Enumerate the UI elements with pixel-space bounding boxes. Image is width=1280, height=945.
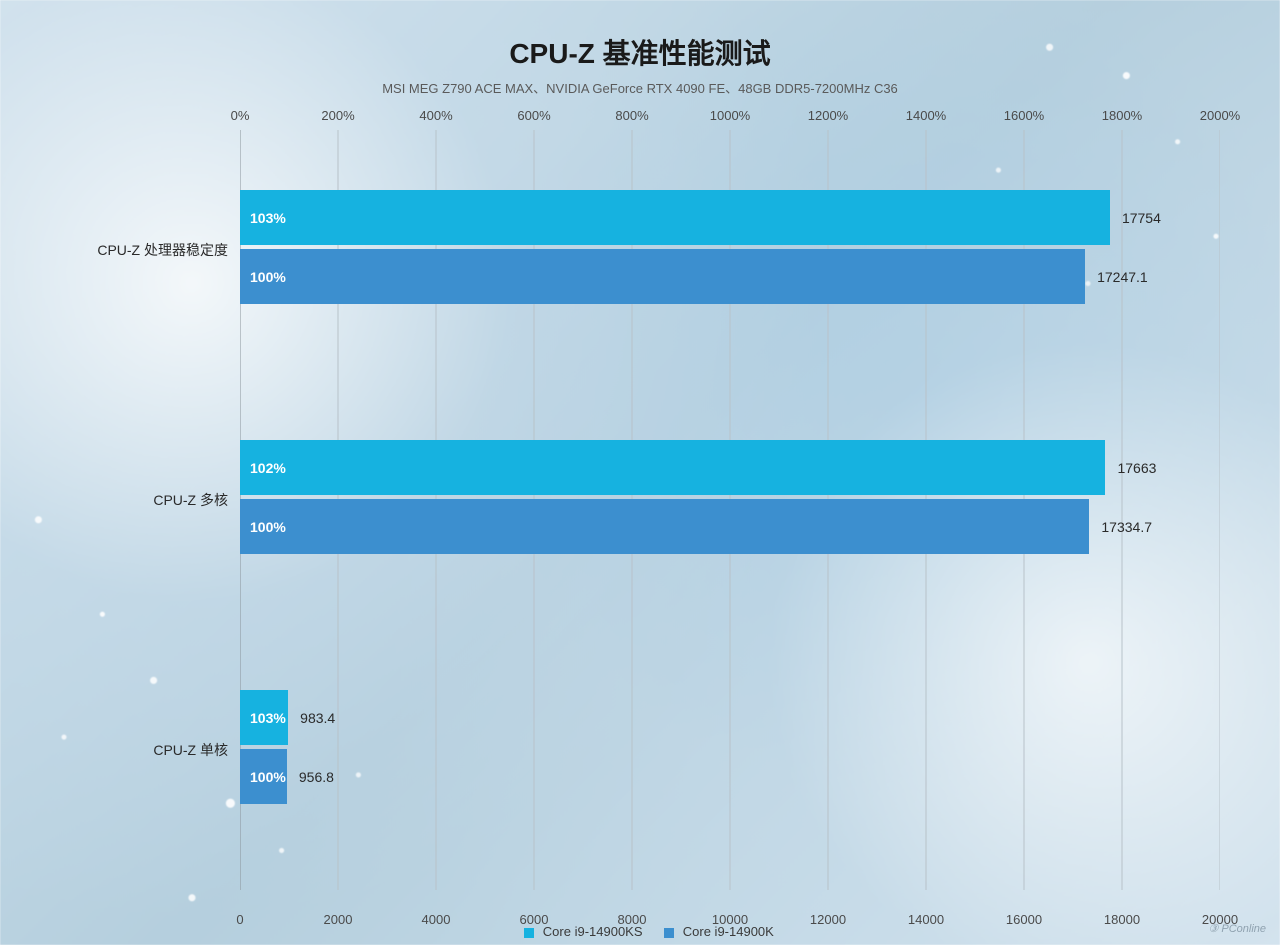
bar-percent-label: 100% — [250, 269, 286, 285]
bar-row: 100%17247.1 — [240, 249, 1085, 304]
legend-swatch-0 — [524, 928, 534, 938]
bar-value-label: 956.8 — [299, 769, 334, 785]
category-group: CPU-Z 单核103%983.4100%956.8 — [240, 690, 1220, 810]
category-label: CPU-Z 多核 — [153, 490, 228, 510]
bar-row: 102%17663 — [240, 440, 1105, 495]
bar — [240, 249, 1085, 304]
bar-value-label: 17663 — [1117, 460, 1156, 476]
category-label: CPU-Z 单核 — [153, 740, 228, 760]
plot-area: 0%200%400%600%800%1000%1200%1400%1600%18… — [240, 130, 1220, 890]
legend-label-0: Core i9-14900KS — [543, 924, 643, 939]
chart-subtitle: MSI MEG Z790 ACE MAX、NVIDIA GeForce RTX … — [0, 78, 1280, 97]
chart-title: CPU-Z 基准性能测试 — [0, 32, 1280, 72]
watermark: ③ PConline — [1208, 922, 1266, 935]
axis-top-tick: 1200% — [808, 108, 848, 123]
bar-value-label: 17247.1 — [1097, 269, 1148, 285]
axis-top-tick: 1800% — [1102, 108, 1142, 123]
bar-percent-label: 103% — [250, 710, 286, 726]
axis-top-tick: 1600% — [1004, 108, 1044, 123]
bar-percent-label: 100% — [250, 519, 286, 535]
bar-percent-label: 100% — [250, 769, 286, 785]
bar — [240, 190, 1110, 245]
bar-value-label: 17754 — [1122, 210, 1161, 226]
bar-row: 103%17754 — [240, 190, 1110, 245]
bar-row: 103%983.4 — [240, 690, 288, 745]
category-label: CPU-Z 处理器稳定度 — [97, 240, 228, 260]
axis-top-tick: 200% — [321, 108, 354, 123]
legend-swatch-1 — [664, 928, 674, 938]
bar-value-label: 17334.7 — [1101, 519, 1152, 535]
axis-top-tick: 400% — [419, 108, 452, 123]
axis-top-tick: 800% — [615, 108, 648, 123]
bar-value-label: 983.4 — [300, 710, 335, 726]
category-group: CPU-Z 处理器稳定度103%17754100%17247.1 — [240, 190, 1220, 310]
axis-top-tick: 2000% — [1200, 108, 1240, 123]
cpu-z-benchmark-chart: CPU-Z 基准性能测试 MSI MEG Z790 ACE MAX、NVIDIA… — [0, 0, 1280, 945]
legend: Core i9-14900KS Core i9-14900K — [0, 924, 1280, 939]
axis-top-tick: 1000% — [710, 108, 750, 123]
bar-row: 100%956.8 — [240, 749, 287, 804]
category-group: CPU-Z 多核102%17663100%17334.7 — [240, 440, 1220, 560]
axis-top-tick: 1400% — [906, 108, 946, 123]
axis-top-tick: 0% — [231, 108, 250, 123]
bar-percent-label: 102% — [250, 460, 286, 476]
bar — [240, 499, 1089, 554]
legend-label-1: Core i9-14900K — [683, 924, 774, 939]
bar-percent-label: 103% — [250, 210, 286, 226]
bar — [240, 440, 1105, 495]
bar-row: 100%17334.7 — [240, 499, 1089, 554]
axis-top-tick: 600% — [517, 108, 550, 123]
